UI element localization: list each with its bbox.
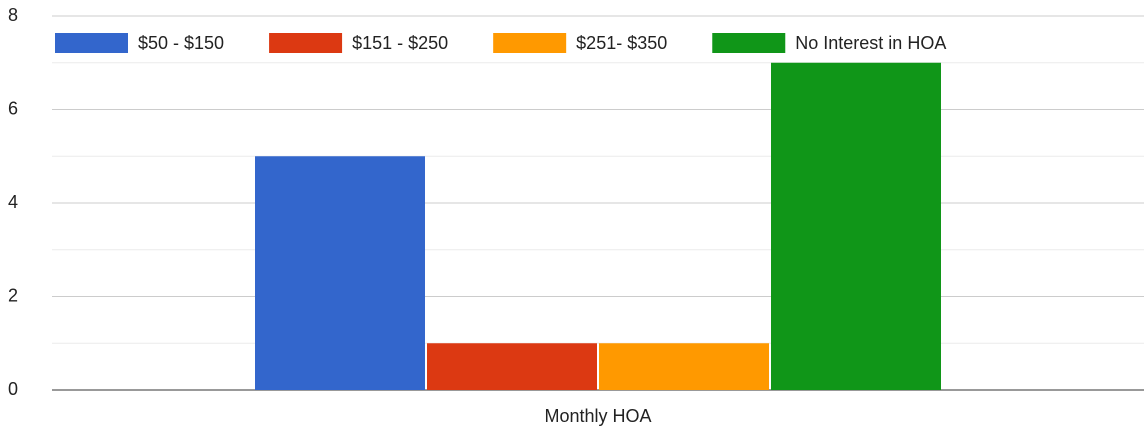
legend-swatch <box>55 33 128 53</box>
bar <box>771 62 941 390</box>
bar <box>255 156 425 390</box>
bar <box>599 343 769 390</box>
y-tick-label: 0 <box>8 379 18 399</box>
legend-label: $151 - $250 <box>352 33 448 53</box>
legend-label: $50 - $150 <box>138 33 224 53</box>
legend-swatch <box>269 33 343 53</box>
y-tick-label: 8 <box>8 5 18 25</box>
y-tick-label: 2 <box>8 285 18 305</box>
legend-swatch <box>712 33 786 53</box>
y-tick-label: 4 <box>8 192 18 212</box>
legend-swatch <box>493 33 567 53</box>
x-tick-label: Monthly HOA <box>544 406 651 426</box>
y-tick-label: 6 <box>8 98 18 118</box>
legend-label: $251- $350 <box>576 33 667 53</box>
legend-label: No Interest in HOA <box>795 33 946 53</box>
bar <box>427 343 597 390</box>
